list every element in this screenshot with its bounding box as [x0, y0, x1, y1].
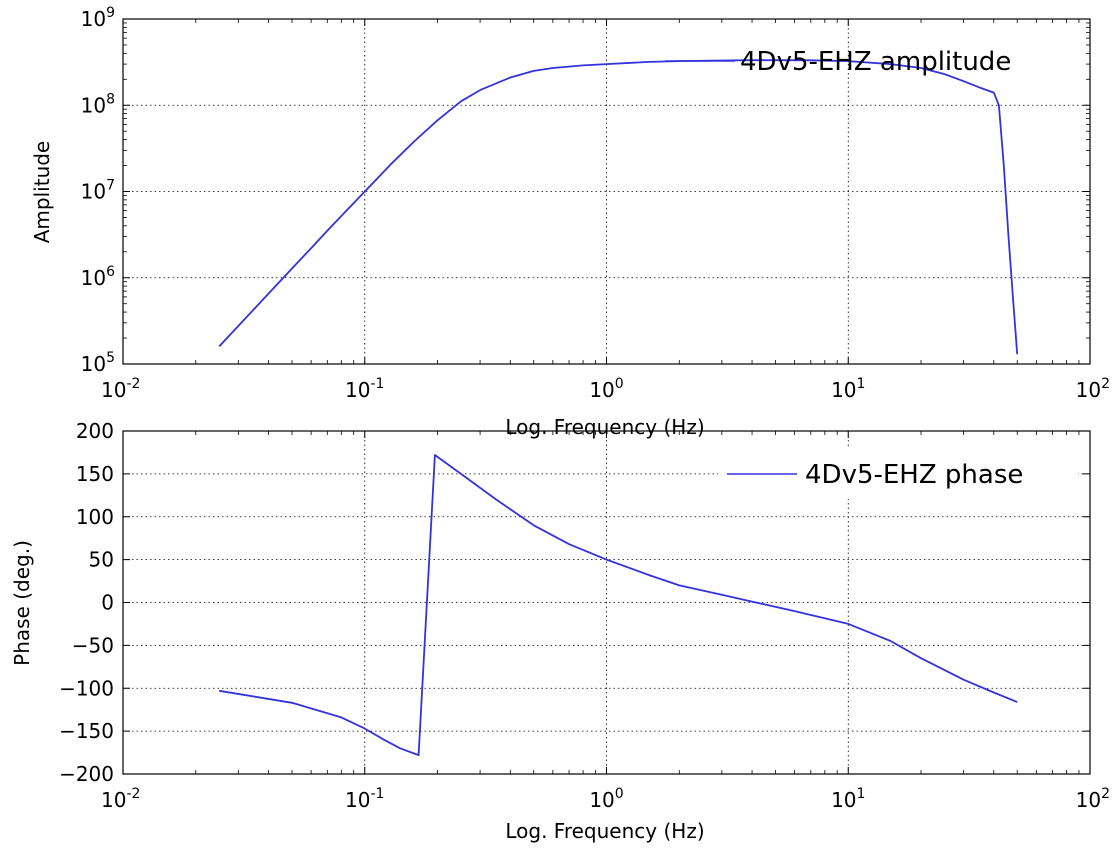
phase-y-axis-label: Phase (deg.)	[10, 540, 34, 666]
amplitude-y-ticks: 105 106 107 108 109	[81, 5, 1090, 376]
amplitude-y-tick-label: 108	[81, 91, 115, 117]
amplitude-series-line	[218, 59, 1019, 355]
amplitude-x-tick-label: 10-2	[101, 376, 140, 402]
amplitude-plot: 4Dv5-EHZ amplitude 10-2 10-1 100 101 102 105…	[30, 5, 1110, 439]
amplitude-legend-label: 4Dv5-EHZ amplitude	[740, 47, 1011, 77]
phase-x-tick-label: 10-2	[101, 786, 140, 812]
amplitude-x-ticks: 10-2 10-1 100 101 102	[101, 19, 1110, 402]
amplitude-series	[218, 59, 1019, 355]
phase-y-tick-label: −200	[59, 762, 114, 786]
phase-y-tick-label: 200	[76, 419, 114, 443]
phase-y-tick-label: 0	[101, 591, 114, 615]
amplitude-x-tick-label: 100	[589, 376, 623, 402]
phase-y-tick-label: −150	[59, 719, 114, 743]
amplitude-y-tick-label: 107	[81, 178, 115, 204]
amplitude-y-tick-label: 106	[81, 264, 115, 290]
phase-x-tick-label: 102	[1076, 786, 1110, 812]
phase-x-axis-label: Log. Frequency (Hz)	[505, 819, 704, 843]
amplitude-x-tick-label: 102	[1076, 376, 1110, 402]
amplitude-x-axis-label: Log. Frequency (Hz)	[505, 415, 704, 439]
amplitude-x-tick-label: 101	[831, 376, 865, 402]
phase-y-ticks: 200 150 100 50 0 −50 −100 −150 −200	[59, 419, 1090, 786]
amplitude-y-axis-label: Amplitude	[30, 141, 54, 244]
phase-x-tick-label: 100	[589, 786, 623, 812]
phase-legend-label: 4Dv5-EHZ phase	[805, 460, 1023, 490]
amplitude-legend: 4Dv5-EHZ amplitude	[665, 47, 1011, 77]
phase-series-line	[219, 454, 1018, 756]
phase-x-tick-label: 10-1	[345, 786, 384, 812]
phase-x-tick-label: 101	[831, 786, 865, 812]
phase-plot: 4Dv5-EHZ phase 10-2 10-1 100 101 102 2001501…	[10, 419, 1110, 843]
phase-x-ticks: 10-2 10-1 100 101 102	[101, 431, 1110, 812]
phase-y-tick-label: 50	[89, 548, 114, 572]
amplitude-x-tick-label: 10-1	[345, 376, 384, 402]
phase-y-tick-label: 150	[76, 462, 114, 486]
phase-series	[219, 454, 1018, 756]
amplitude-y-tick-label: 109	[81, 5, 115, 31]
phase-legend: 4Dv5-EHZ phase	[727, 460, 1023, 490]
amplitude-y-tick-label: 105	[81, 350, 115, 376]
phase-y-tick-label: 100	[76, 505, 114, 529]
phase-y-tick-label: −100	[59, 676, 114, 700]
phase-y-tick-label: −50	[72, 633, 114, 657]
